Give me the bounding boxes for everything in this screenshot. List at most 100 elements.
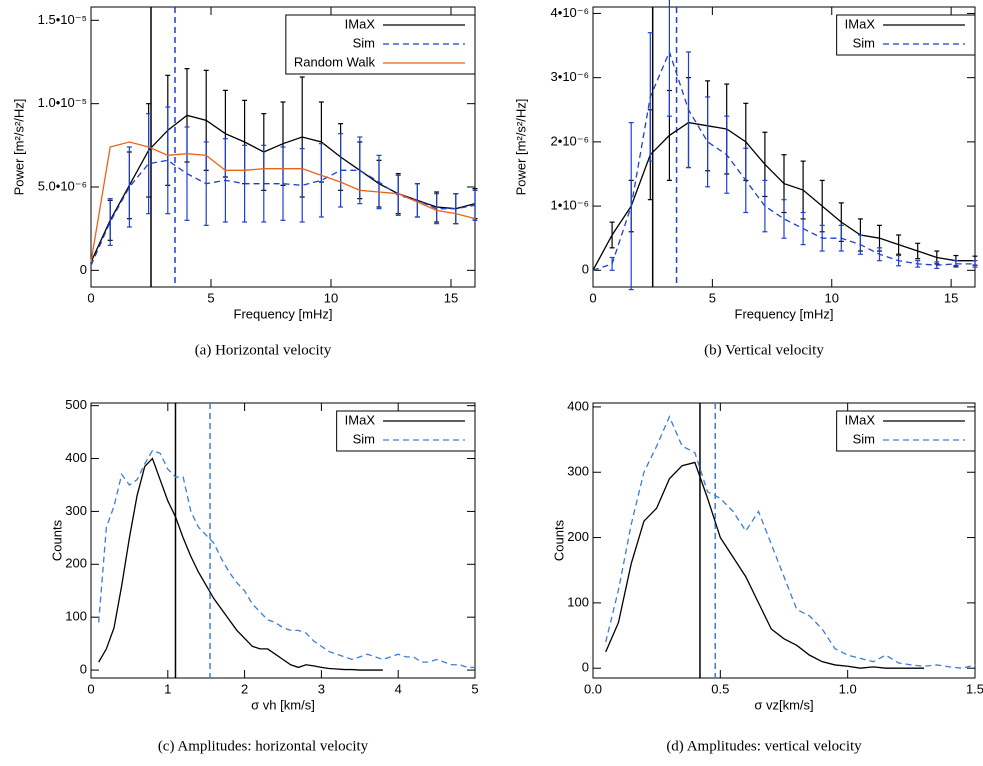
- x-tick-label: 1: [164, 681, 171, 696]
- error-bar: [261, 144, 267, 223]
- x-tick-label: 15: [444, 290, 458, 305]
- data-line: [90, 159, 476, 266]
- y-tick-label: 200: [65, 556, 87, 571]
- error-bar: [915, 242, 921, 260]
- error-bar: [915, 260, 921, 268]
- y-tick-label: 300: [567, 464, 589, 479]
- error-bar: [146, 113, 152, 215]
- data-line: [592, 50, 975, 271]
- caption: (c) Amplitudes: horizontal velocity: [158, 738, 369, 754]
- error-bar: [165, 106, 171, 215]
- y-tick-label: 400: [567, 398, 589, 413]
- error-bar: [800, 211, 806, 246]
- x-tick-label: 5: [207, 290, 214, 305]
- legend: IMaX Sim: [836, 14, 976, 56]
- error-bar: [472, 189, 478, 221]
- legend-box: [836, 14, 976, 56]
- error-bar: [242, 144, 248, 223]
- x-tick-label: 2: [241, 681, 248, 696]
- legend-box: [836, 410, 976, 452]
- legend-label: Random Walk: [294, 54, 376, 69]
- x-tick-label: 5: [709, 290, 716, 305]
- y-tick-label: 100: [65, 609, 87, 624]
- legend: IMaX Sim: [836, 410, 976, 452]
- error-bar: [453, 193, 459, 225]
- y-tick-label: 100: [567, 594, 589, 609]
- error-bar: [318, 143, 324, 218]
- legend-label: IMaX: [345, 412, 376, 427]
- plot-frame: [90, 402, 476, 679]
- error-bar: [126, 146, 132, 228]
- error-bar: [376, 154, 382, 210]
- y-tick-label: 200: [567, 529, 589, 544]
- error-bar: [743, 147, 749, 214]
- plot-frame: [90, 6, 476, 288]
- x-tick-label: 0.5: [711, 681, 729, 696]
- error-bar: [781, 199, 787, 239]
- x-axis-label: Frequency [mHz]: [234, 306, 333, 321]
- error-bar: [838, 224, 844, 252]
- error-bar: [395, 174, 401, 216]
- y-tick-label: 1.5•10⁻⁵: [38, 12, 87, 27]
- data-line: [98, 449, 475, 669]
- y-tick-label: 0: [80, 262, 87, 277]
- error-bar: [953, 260, 959, 268]
- x-tick-label: 0: [87, 290, 94, 305]
- error-bar: [222, 138, 228, 223]
- x-tick-label: 15: [944, 290, 958, 305]
- y-tick-label: 1.0•10⁻⁵: [38, 95, 87, 110]
- error-bar: [666, 0, 672, 117]
- error-bar: [299, 148, 305, 223]
- data-line: [90, 141, 476, 263]
- error-bar: [934, 261, 940, 269]
- x-tick-label: 10: [324, 290, 338, 305]
- error-bar: [705, 96, 711, 188]
- x-axis-label: Frequency [mHz]: [735, 306, 834, 321]
- x-tick-label: 0.0: [584, 681, 602, 696]
- legend-label: Sim: [853, 431, 875, 446]
- x-axis-label: σ vz[km/s]: [754, 697, 813, 712]
- error-bar: [877, 247, 882, 262]
- error-bar: [647, 32, 653, 162]
- error-bar: [857, 234, 863, 255]
- legend-box: [336, 410, 476, 452]
- y-axis-label: Counts: [49, 519, 64, 561]
- y-tick-label: 5.0•10⁻⁶: [38, 178, 87, 193]
- x-tick-label: 0: [87, 681, 94, 696]
- x-tick-label: 0: [589, 290, 596, 305]
- y-tick-label: 300: [65, 503, 87, 518]
- error-bar: [972, 260, 978, 268]
- caption: (a) Horizontal velocity: [195, 342, 332, 358]
- legend: IMaX Sim Random Walk: [285, 14, 476, 75]
- legend-label: IMaX: [845, 16, 876, 31]
- x-tick-label: 4: [395, 681, 402, 696]
- legend-label: Sim: [353, 431, 375, 446]
- error-bar: [686, 51, 691, 169]
- error-bar: [357, 136, 363, 205]
- data-line: [605, 415, 976, 669]
- error-bar: [280, 146, 286, 221]
- x-tick-label: 1.0: [839, 681, 857, 696]
- y-tick-label: 1•10⁻⁶: [551, 198, 589, 213]
- x-tick-label: 3: [318, 681, 325, 696]
- legend-label: IMaX: [345, 16, 376, 31]
- x-tick-label: 1.5: [966, 681, 983, 696]
- y-tick-label: 0: [80, 662, 87, 677]
- legend-label: Sim: [353, 35, 375, 50]
- error-bar: [819, 179, 825, 233]
- error-bar: [724, 115, 730, 194]
- error-bar: [414, 183, 420, 218]
- plot-frame: [592, 402, 976, 679]
- legend-label: Sim: [853, 35, 875, 50]
- y-tick-label: 0: [582, 660, 589, 675]
- error-bar: [819, 224, 825, 252]
- error-bar: [434, 193, 440, 225]
- error-bar: [628, 121, 634, 291]
- error-bar: [609, 221, 615, 249]
- y-tick-label: 400: [65, 450, 87, 465]
- data-line: [605, 461, 925, 669]
- legend: IMaX Sim: [336, 410, 476, 452]
- error-bar: [609, 256, 615, 271]
